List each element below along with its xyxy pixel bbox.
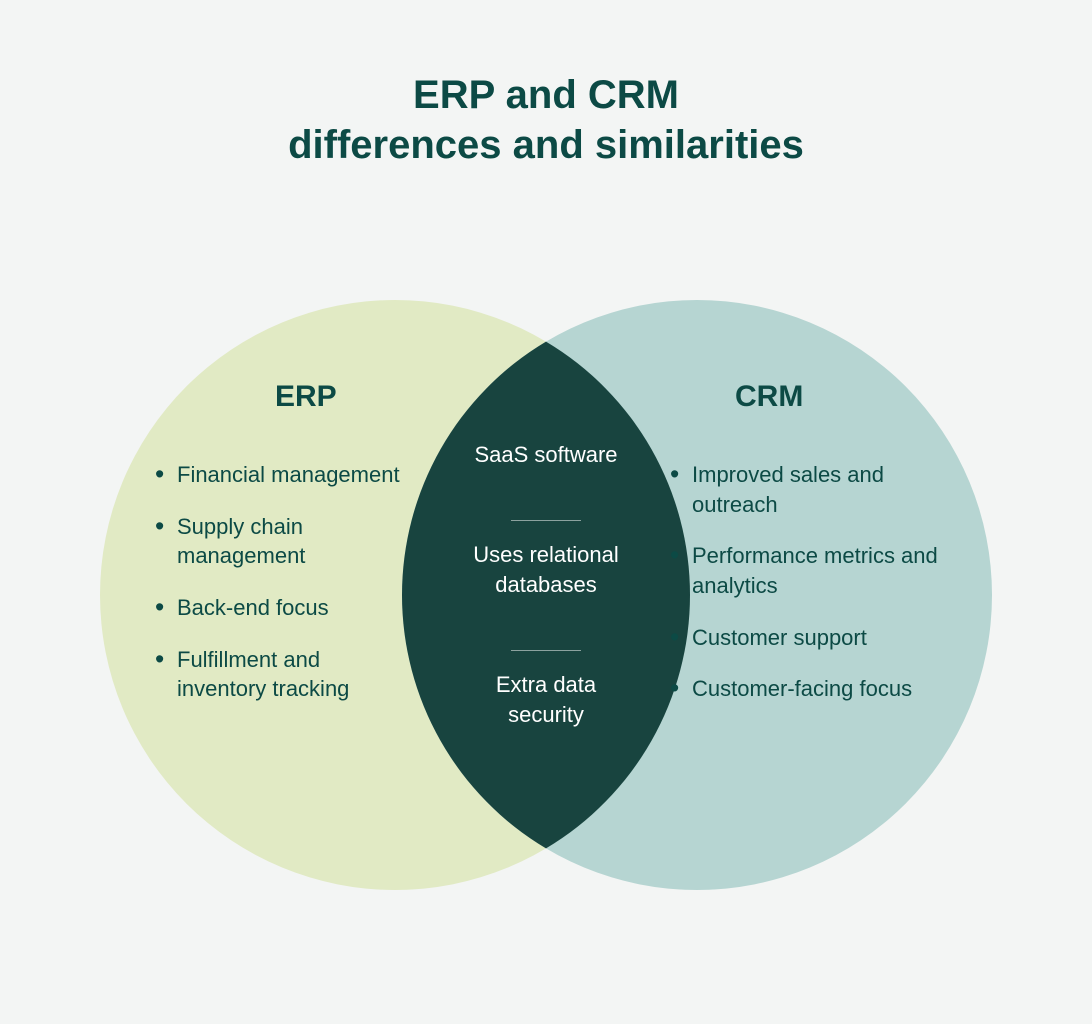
bullet-item: Improved sales and outreach: [670, 460, 950, 519]
bullet-item: Customer support: [670, 623, 950, 653]
bullet-item: Back-end focus: [155, 593, 400, 623]
erp-heading: ERP: [275, 380, 337, 414]
overlap-item-2: Extra data security: [461, 670, 631, 729]
bullet-item: Financial management: [155, 460, 400, 490]
crm-heading: CRM: [735, 380, 803, 414]
erp-bullets: Financial management Supply chain managem…: [155, 460, 400, 726]
overlap-divider-0: [511, 520, 581, 521]
bullet-item: Fulfillment and inventory tracking: [155, 645, 400, 704]
overlap-item-1: Uses relational databases: [461, 540, 631, 599]
bullet-item: Customer-facing focus: [670, 674, 950, 704]
diagram-canvas: ERP and CRM differences and similarities…: [0, 0, 1092, 1024]
overlap-item-0: SaaS software: [461, 440, 631, 470]
bullet-item: Performance metrics and analytics: [670, 541, 950, 600]
crm-bullets: Improved sales and outreach Performance m…: [670, 460, 950, 726]
overlap-divider-1: [511, 650, 581, 651]
bullet-item: Supply chain management: [155, 512, 400, 571]
